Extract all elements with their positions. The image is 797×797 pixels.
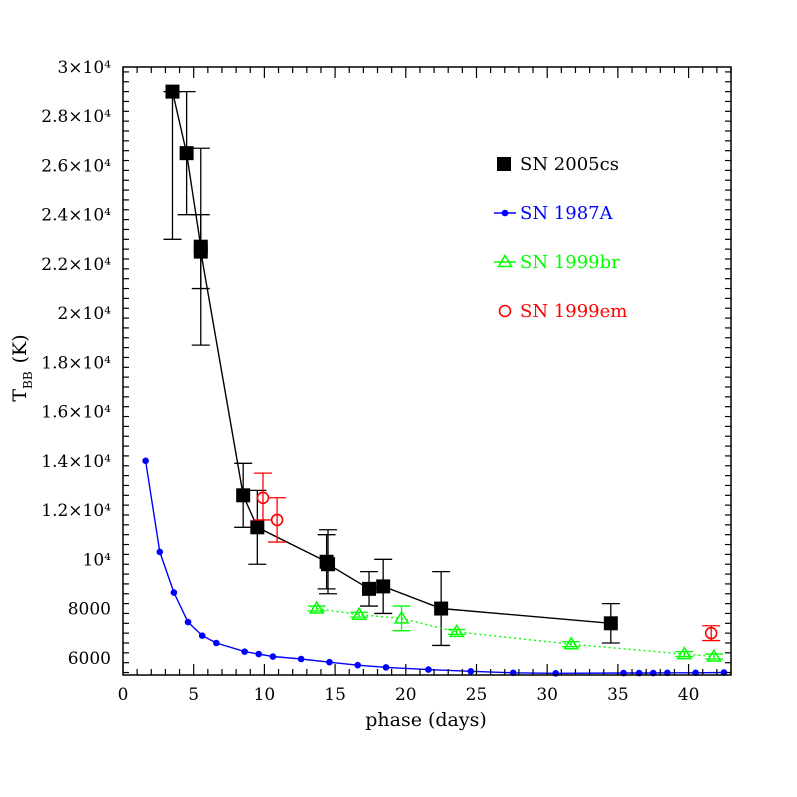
x-tick-label: 0 (118, 685, 129, 705)
data-point (326, 658, 333, 666)
data-point (250, 520, 265, 535)
legend-label: SN 1999em (520, 301, 627, 322)
legend-entry: SN 1999em (498, 301, 627, 322)
data-point (270, 513, 284, 527)
data-point (241, 648, 248, 655)
y-tick-label: 1.4×10⁴ (41, 452, 111, 472)
data-point (321, 557, 336, 572)
data-point (393, 610, 410, 624)
x-axis-title: phase (days) (365, 709, 487, 731)
data-point (213, 639, 220, 647)
x-tick-label: 25 (466, 685, 488, 705)
y-tick-label: 2.4×10⁴ (41, 206, 111, 226)
data-point (720, 669, 728, 676)
y-tick-label: 2.2×10⁴ (41, 255, 111, 275)
data-point (704, 626, 718, 640)
data-point (142, 457, 149, 465)
data-point (156, 548, 164, 556)
axes-layer: 0 5 10 15 20 25 30 35 40 6000 8000 10⁴ 1.2×10⁴ 1.4×10… (41, 58, 732, 705)
y-axis-title: TBB (K) (9, 334, 35, 401)
legend-label: SN 1999br (520, 252, 620, 273)
data-point (676, 646, 693, 660)
data-point (256, 491, 270, 505)
series-sn-1987a (142, 457, 728, 677)
data-point (563, 636, 580, 650)
legend-marker (498, 304, 512, 318)
data-point (351, 606, 367, 620)
data-point (236, 488, 251, 503)
x-tick-label: 40 (678, 685, 700, 705)
series-sn-1999br (307, 600, 724, 662)
series-line (144, 460, 724, 675)
y-tick-label: 10⁴ (83, 550, 112, 570)
y-tick-label: 2.8×10⁴ (41, 107, 111, 127)
y-tick-label: 3×10⁴ (57, 58, 111, 78)
data-point (467, 668, 475, 675)
series-line (171, 91, 611, 624)
legend-marker (501, 209, 509, 217)
data-point (376, 579, 391, 594)
data-point (706, 648, 722, 662)
data-point (198, 632, 206, 639)
legend-entry: SN 2005cs (497, 154, 619, 175)
data-point (184, 618, 192, 626)
y-axis-title-main: T (9, 389, 31, 402)
legend-marker (497, 157, 511, 171)
data-point (193, 244, 208, 259)
x-tick-label: 20 (395, 685, 417, 705)
legend: SN 2005cs SN 1987A SN 1999br SN 1999em (494, 154, 627, 322)
data-point (297, 655, 305, 663)
y-axis-title-sub: BB (21, 371, 35, 389)
data-point (170, 589, 178, 596)
data-point (255, 650, 263, 658)
x-tick-label: 30 (536, 685, 558, 705)
data-point (165, 84, 180, 99)
x-tick-label: 15 (324, 685, 346, 705)
y-axis-title-unit: (K) (9, 334, 31, 363)
legend-entry: SN 1999br (494, 252, 620, 273)
y-tick-label: 1.6×10⁴ (41, 403, 111, 423)
x-tick-label: 10 (254, 685, 276, 705)
y-tick-label: 1.8×10⁴ (41, 353, 111, 373)
y-tick-label: 2×10⁴ (57, 304, 111, 324)
series-sn-1999em (253, 472, 721, 642)
y-tick-label: 1.2×10⁴ (41, 501, 111, 521)
legend-marker (497, 254, 513, 268)
data-point (425, 666, 432, 673)
y-tick-label: 6000 (68, 649, 111, 669)
data-point (448, 623, 465, 638)
data-point (362, 581, 377, 596)
data-point (434, 601, 449, 616)
legend-label: SN 1987A (520, 203, 614, 224)
data-point (308, 600, 325, 614)
plot-frame (122, 66, 732, 676)
legend-entry: SN 1987A (494, 203, 614, 224)
svg-text:TBB(K): TBB (K) (9, 334, 35, 401)
series-layer (142, 84, 728, 677)
legend-label: SN 2005cs (520, 154, 619, 175)
y-tick-label: 2.6×10⁴ (41, 156, 111, 176)
data-point (269, 653, 277, 660)
x-tick-label: 35 (607, 685, 629, 705)
series-sn-2005cs (163, 84, 620, 647)
x-tick-label: 5 (188, 685, 199, 705)
data-point (382, 664, 390, 671)
y-tick-label: 8000 (68, 600, 111, 620)
data-point (603, 616, 618, 631)
series-line (316, 607, 715, 658)
data-point (179, 146, 194, 161)
data-point (354, 661, 362, 669)
